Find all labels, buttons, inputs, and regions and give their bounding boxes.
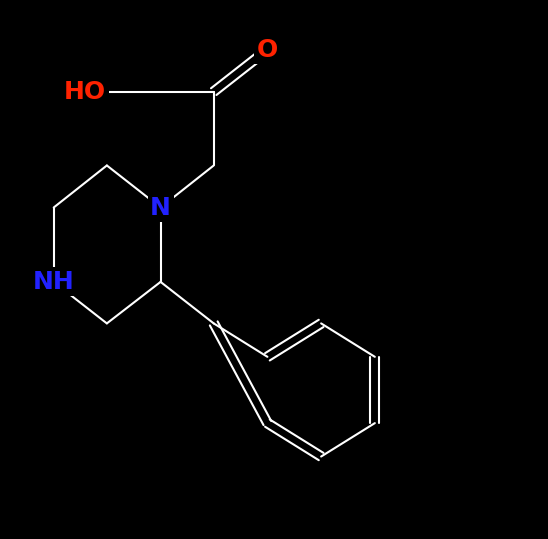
- Text: NH: NH: [33, 270, 75, 294]
- Text: O: O: [257, 38, 278, 61]
- Text: N: N: [150, 196, 171, 219]
- Text: HO: HO: [64, 80, 106, 103]
